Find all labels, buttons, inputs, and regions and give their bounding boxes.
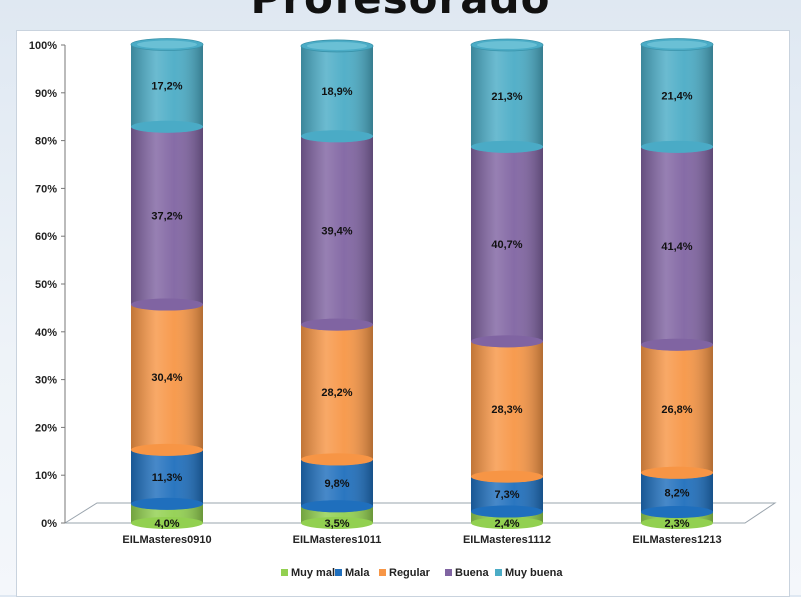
y-tick-label: 100% [29,40,57,52]
bar-segment-bottom [131,517,203,529]
bar-segment-shade [131,126,203,305]
bar-seam [641,140,713,153]
chart-panel: 0% 10% 20% 30% 40% 50% 60% 70% 80% 90% 100% 4,0% 11… [16,30,790,597]
stacked-bar-chart: 0% 10% 20% 30% 40% 50% 60% 70% 80% 90% 100% 4,0% 11… [29,38,777,579]
bar-segment-shade [301,324,373,460]
data-label: 30,4% [151,372,182,384]
bar-segment-bottom [471,517,543,529]
data-label: 2,4% [494,518,519,530]
y-tick-label: 70% [35,183,57,195]
y-tick-label: 80% [35,136,57,148]
bar-seam [641,466,713,479]
data-label: 2,3% [664,518,689,530]
x-category-label: EILMasteres1213 [632,534,721,546]
data-label: 4,0% [154,518,179,530]
bar-segment-shade [641,146,713,345]
data-label: 8,2% [664,487,689,499]
bar-segment-shade [641,44,713,147]
legend-label: Muy buena [505,567,563,579]
legend-swatch-muy-buena [495,569,502,576]
legend-swatch-buena [445,569,452,576]
y-tick-label: 0% [41,518,57,530]
bar-seam [301,453,373,466]
bar-stack-EILMasteres1112 [470,38,544,529]
legend-swatch-regular [379,569,386,576]
y-tick-label: 10% [35,470,57,482]
bar-segment-shade [131,304,203,450]
data-label: 11,3% [152,472,183,484]
data-labels: 4,0% 11,3% 30,4% 37,2% 17,2% 3,5% 9,8% 28,2% 39,… [151,81,692,530]
y-tick-label: 40% [35,327,57,339]
bar-segment-shade [471,45,543,147]
bar-top-highlight [137,40,197,49]
bar-segment-bottom [301,517,373,529]
bar-seam [471,505,543,518]
data-label: 37,2% [151,211,182,223]
bar-seam [131,443,203,456]
bar-seam [471,470,543,483]
legend-label: Mala [345,567,370,579]
bar-seam [301,500,373,513]
legend-swatch-mala [335,569,342,576]
y-tick-label: 20% [35,422,57,434]
bar-segment-shade [641,472,713,513]
bar-seam [131,497,203,510]
legend: Muy mala Mala Regular Buena Muy buena [281,567,563,579]
bar-seam [471,335,543,348]
data-label: 39,4% [321,225,352,237]
y-tick-label: 90% [35,88,57,100]
y-axis: 0% 10% 20% 30% 40% 50% 60% 70% 80% 90% 100% [29,40,66,530]
bar-segment-bottom [641,517,713,529]
bar-segment-shade [471,341,543,477]
bar-segment-shade [301,459,373,507]
data-label: 28,2% [321,387,352,399]
bar-seam [471,140,543,153]
bar-top-highlight [307,41,367,50]
bar-stack-EILMasteres1011 [300,39,374,529]
legend-swatch-muy-mala [281,569,288,576]
bar-seam [641,338,713,351]
legend-label: Buena [455,567,490,579]
bar-top-highlight [647,40,707,49]
bar-segment-shade [301,45,373,137]
y-tick-label: 30% [35,375,57,387]
data-label: 18,9% [321,86,352,98]
bar-stack-EILMasteres1213 [640,38,714,529]
bar-segment-shade [131,44,203,127]
chart-title: Profesorado [0,0,801,23]
data-label: 3,5% [324,518,349,530]
data-label: 41,4% [661,241,692,253]
data-label: 9,8% [324,478,349,490]
y-tick-label: 60% [35,231,57,243]
bars [130,38,714,529]
bar-seam [301,318,373,331]
data-label: 21,3% [491,91,522,103]
bar-segment-shade [471,146,543,342]
data-label: 17,2% [151,81,182,93]
bar-top-highlight [477,41,537,49]
data-label: 7,3% [494,489,519,501]
bar-seam [131,120,203,133]
data-label: 21,4% [661,91,692,103]
x-axis: EILMasteres0910 EILMasteres1011 EILMastere… [122,534,721,546]
data-label: 26,8% [661,404,692,416]
legend-label: Regular [389,567,431,579]
bar-seam [301,130,373,143]
bar-segment-shade [641,344,713,473]
bar-segment-shade [301,136,373,325]
x-category-label: EILMasteres1011 [293,534,382,546]
x-category-label: EILMasteres0910 [122,534,211,546]
legend-label: Muy mala [291,567,342,579]
y-tick-label: 50% [35,279,57,291]
bar-seam [131,298,203,311]
bar-seam [641,506,713,519]
data-label: 40,7% [491,239,522,251]
bar-segment-shade [131,449,203,504]
x-category-label: EILMasteres1112 [463,534,551,546]
bar-stack-EILMasteres0910 [130,38,204,529]
data-label: 28,3% [491,404,522,416]
